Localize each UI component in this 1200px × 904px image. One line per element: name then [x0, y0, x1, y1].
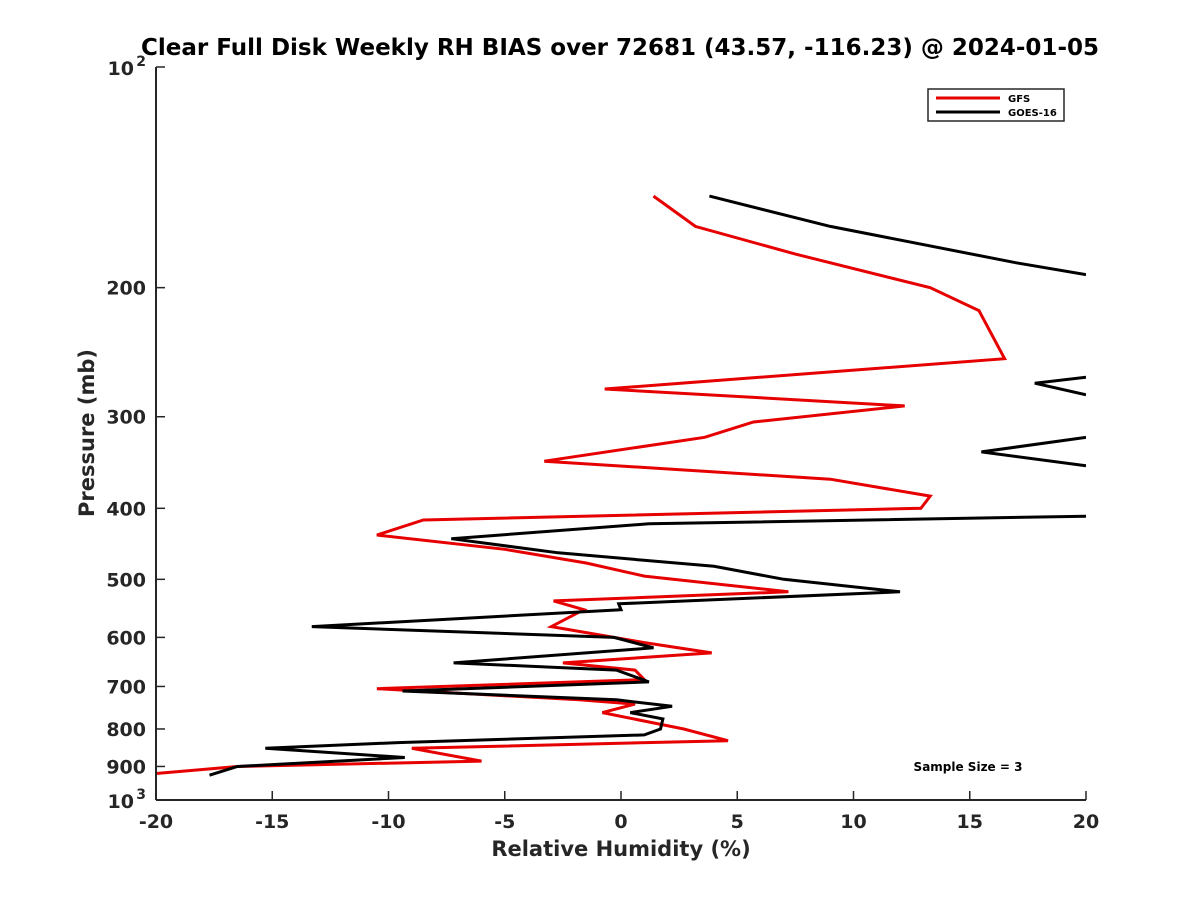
series-line-goes-16-2: [1034, 375, 1086, 397]
y-tick-label: 800: [106, 719, 146, 741]
y-axis-label: Pressure (mb): [75, 349, 99, 517]
series-line-goes-16-3: [981, 435, 1086, 468]
y-decade-label: 10: [108, 58, 134, 80]
y-decade-label: 10: [108, 791, 134, 813]
x-tick-label: -10: [371, 811, 405, 833]
sample-size-annotation: Sample Size = 3: [914, 760, 1023, 774]
y-tick-label: 400: [106, 498, 146, 520]
chart-title: Clear Full Disk Weekly RH BIAS over 7268…: [141, 35, 1099, 61]
y-tick-label: 700: [106, 676, 146, 698]
x-tick-label: -15: [255, 811, 289, 833]
x-tick-label: -5: [494, 811, 515, 833]
x-tick-label: 15: [957, 811, 983, 833]
series-line-goes-16-1: [709, 194, 1086, 277]
axes: [155, 67, 1086, 801]
y-tick-label: 300: [106, 407, 146, 429]
x-tick-label: -20: [139, 811, 173, 833]
ticks: -20 -15 -10 -5 0 5 10 15 20 200 300 400 500 600 700 800…: [106, 54, 1099, 833]
legend-label-goes-16: GOES-16: [1008, 108, 1057, 119]
y-tick-label: 200: [106, 278, 146, 300]
x-axis-label: Relative Humidity (%): [491, 837, 750, 861]
y-tick-label: 500: [106, 569, 146, 591]
series-line-gfs: [156, 194, 1008, 775]
plot-lines: [156, 194, 1086, 777]
x-tick-label: 20: [1073, 811, 1099, 833]
x-tick-label: 5: [731, 811, 744, 833]
legend-box: [927, 88, 1065, 122]
legend: GFS GOES-16: [927, 88, 1065, 122]
y-decade-exponent: 2: [136, 54, 146, 70]
y-tick-label: 900: [106, 756, 146, 778]
series-line-goes-16-4: [209, 514, 1086, 777]
y-decade-exponent: 3: [136, 787, 146, 803]
y-tick-label: 600: [106, 627, 146, 649]
x-tick-label: 10: [840, 811, 866, 833]
x-tick-label: 0: [614, 811, 627, 833]
legend-label-gfs: GFS: [1008, 94, 1030, 105]
